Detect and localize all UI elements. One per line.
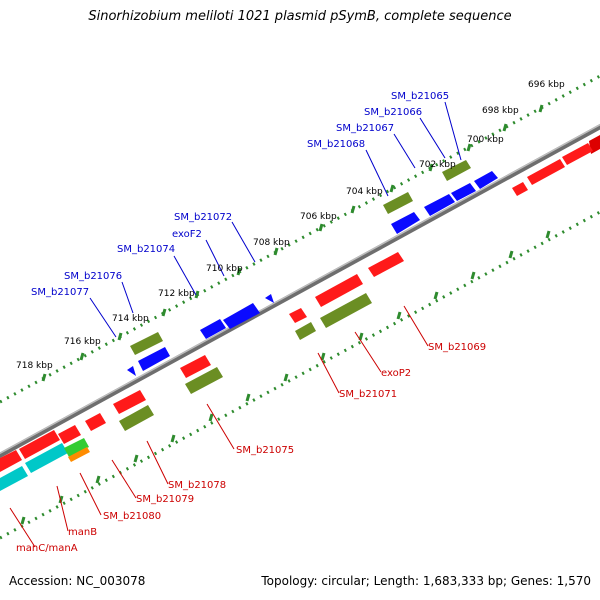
gene-feature (315, 274, 363, 307)
gene-label: SM_b21079 (136, 494, 194, 505)
gene-label: SM_b21071 (339, 389, 397, 400)
gene-label: SM_b21080 (103, 511, 161, 522)
gene-feature (58, 425, 81, 444)
reverse-strand-features (0, 252, 404, 491)
gene-feature (562, 143, 593, 165)
scale-label: 706 kbp (300, 212, 337, 222)
gene-feature (527, 159, 565, 185)
gene-feature (85, 413, 106, 431)
scale-label: 714 kbp (112, 314, 149, 324)
gene-feature (138, 347, 170, 371)
gene-feature (0, 450, 22, 472)
gene-feature (368, 252, 404, 277)
gene-feature (424, 194, 455, 216)
topology-summary: Topology: circular; Length: 1,683,333 bp… (261, 574, 591, 588)
accession-text: Accession: NC_003078 (9, 574, 146, 588)
gene-labels-forward: SM_b21065 SM_b21066 SM_b21067 SM_b21068 … (31, 91, 449, 298)
gene-feature (391, 212, 420, 234)
gene-label: SM_b21075 (236, 445, 294, 456)
leader-lines-reverse (9, 305, 429, 548)
gene-feature (265, 294, 274, 303)
gene-labels-reverse: SM_b21069 exoP2 SM_b21071 SM_b21075 SM_b… (16, 342, 486, 554)
gene-label: manB (68, 527, 97, 538)
gene-label: SM_b21067 (336, 123, 394, 134)
scale-label: 718 kbp (16, 361, 53, 371)
gene-feature (200, 319, 226, 339)
gene-feature (289, 308, 307, 323)
gene-label: manC/manA (16, 543, 78, 554)
scale-label: 700 kbp (467, 135, 504, 145)
gene-label: SM_b21078 (168, 480, 226, 491)
gene-feature (19, 430, 60, 459)
scale-label: 710 kbp (206, 264, 243, 274)
scale-label: 716 kbp (64, 337, 101, 347)
gene-feature (185, 367, 223, 394)
backbone (0, 123, 600, 459)
gene-label: SM_b21072 (174, 212, 232, 223)
gene-feature (180, 355, 211, 378)
gene-feature (119, 405, 154, 431)
leader-lines-forward (89, 101, 462, 338)
gene-feature (0, 466, 28, 491)
gene-label: SM_b21069 (428, 342, 486, 353)
gene-feature (64, 438, 89, 457)
gene-feature (512, 182, 528, 196)
gene-feature (130, 332, 163, 355)
gene-feature (127, 366, 136, 376)
scale-labels: 696 kbp 698 kbp 700 kbp 702 kbp 704 kbp … (16, 80, 565, 371)
gene-feature (442, 160, 471, 181)
scale-ring-inner (0, 210, 600, 540)
scale-ring-outer (0, 74, 600, 404)
gene-label: SM_b21076 (64, 271, 122, 282)
gene-label: exoF2 (172, 229, 202, 240)
gene-label: SM_b21065 (391, 91, 449, 102)
gene-feature (295, 322, 316, 340)
gene-feature (68, 447, 90, 462)
gene-feature (113, 390, 146, 414)
gene-label: SM_b21074 (117, 244, 175, 255)
scale-label: 704 kbp (346, 187, 383, 197)
gene-feature (320, 293, 372, 328)
scale-label: 696 kbp (528, 80, 565, 90)
gene-label: exoP2 (381, 368, 411, 379)
gene-label: SM_b21068 (307, 139, 365, 150)
gene-feature (223, 303, 260, 329)
gene-feature (474, 171, 498, 189)
gene-label: SM_b21077 (31, 287, 89, 298)
gene-feature (25, 443, 68, 473)
gene-label: SM_b21066 (364, 107, 422, 118)
forward-strand-features (127, 135, 600, 376)
scale-label: 702 kbp (419, 160, 456, 170)
scale-label: 712 kbp (158, 289, 195, 299)
map-title: Sinorhizobium meliloti 1021 plasmid pSym… (88, 9, 512, 24)
gene-feature (451, 183, 476, 201)
scale-label: 698 kbp (482, 106, 519, 116)
gene-feature (383, 192, 413, 214)
scale-label: 708 kbp (253, 238, 290, 248)
